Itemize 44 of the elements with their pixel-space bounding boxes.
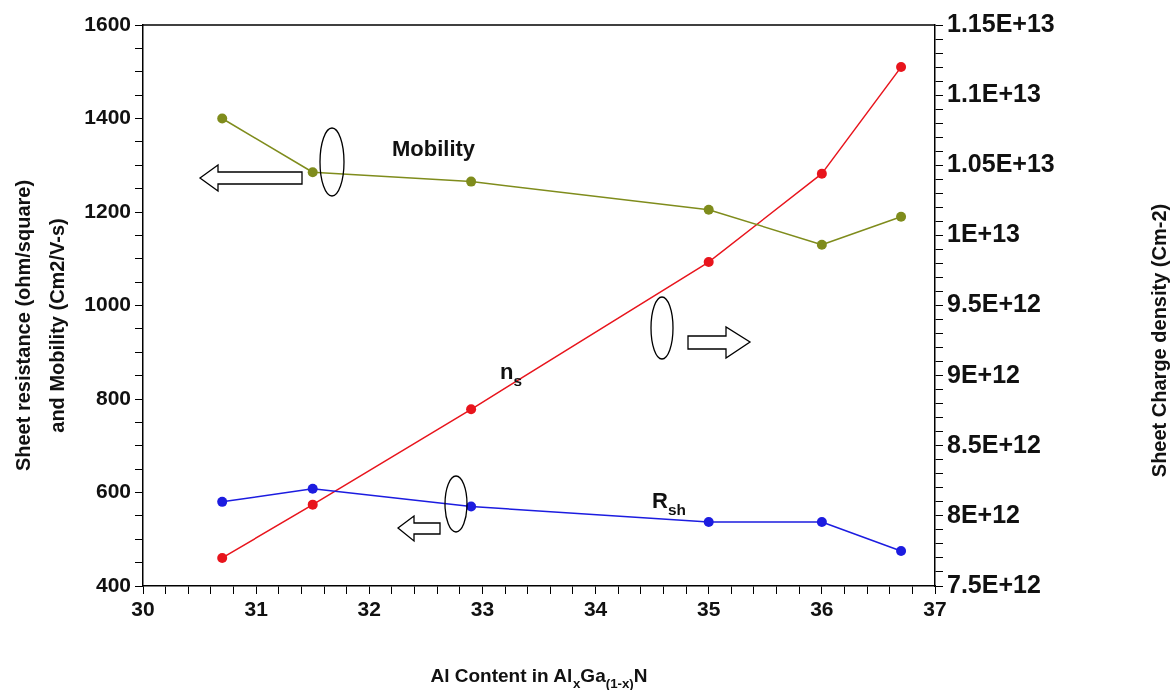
point bbox=[466, 176, 477, 187]
point bbox=[703, 257, 714, 268]
point bbox=[816, 239, 827, 250]
y2-tick-label: 1E+13 bbox=[947, 219, 1020, 248]
x-tick-label: 36 bbox=[810, 597, 834, 621]
y-tick-label: 1400 bbox=[84, 105, 131, 129]
series-label: Mobility bbox=[392, 136, 476, 161]
y2-tick-label: 9E+12 bbox=[947, 359, 1020, 388]
x-tick-label: 34 bbox=[583, 597, 608, 621]
y2-tick-label: 7.5E+12 bbox=[947, 569, 1041, 598]
point bbox=[703, 204, 714, 215]
y2-axis-title: Sheet Charge density (Cm-2) bbox=[1148, 203, 1170, 478]
y2-tick-label: 1.05E+13 bbox=[947, 149, 1055, 178]
point bbox=[217, 496, 228, 507]
y2-tick-label: 1.1E+13 bbox=[947, 79, 1041, 108]
y-tick-label: 800 bbox=[95, 385, 131, 409]
point bbox=[896, 62, 907, 73]
point bbox=[217, 552, 228, 563]
point bbox=[816, 168, 827, 179]
y-tick-label: 1200 bbox=[84, 198, 131, 222]
y2-tick-label: 1.15E+13 bbox=[947, 8, 1055, 37]
point bbox=[816, 516, 827, 527]
point bbox=[307, 499, 318, 510]
x-tick-label: 31 bbox=[244, 597, 269, 621]
point bbox=[217, 113, 228, 124]
point bbox=[307, 483, 318, 494]
x-tick-label: 35 bbox=[697, 597, 721, 621]
y-tick-label: 600 bbox=[95, 479, 131, 503]
y-tick-label: 400 bbox=[95, 572, 131, 596]
x-tick-label: 32 bbox=[357, 597, 381, 621]
point bbox=[307, 167, 318, 178]
x-tick-label: 33 bbox=[470, 597, 495, 621]
y2-tick-label: 8.5E+12 bbox=[947, 429, 1041, 458]
point bbox=[703, 516, 714, 527]
y-tick-label: 1000 bbox=[84, 292, 131, 316]
point bbox=[896, 211, 907, 222]
point bbox=[896, 545, 907, 556]
y-tick-label: 1600 bbox=[84, 11, 131, 35]
y-axis-title: Sheet resistance (ohm/square) and Mobility (Cm2/V-s) bbox=[12, 179, 68, 472]
x-tick-label: 37 bbox=[923, 597, 947, 621]
point bbox=[466, 404, 477, 415]
y2-tick-label: 8E+12 bbox=[947, 499, 1020, 528]
x-tick-label: 30 bbox=[131, 597, 155, 621]
y2-tick-label: 9.5E+12 bbox=[947, 289, 1041, 318]
